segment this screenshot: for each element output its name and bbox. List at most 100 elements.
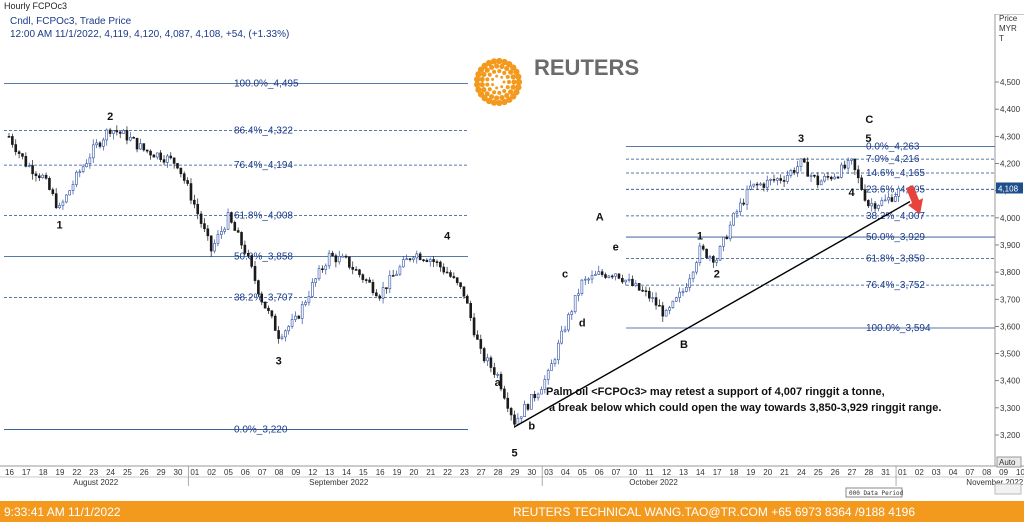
candle-body [132, 137, 135, 139]
x-tick-label: 29 [511, 468, 520, 477]
annotation-line2: a break below which could open the way t… [549, 402, 941, 414]
fib-left-level-label: 38.2%_3,707 [234, 292, 293, 303]
auto-scale-button[interactable] [996, 456, 1022, 468]
candle-body [246, 252, 250, 257]
candle-body [139, 143, 142, 150]
candle-body [732, 212, 735, 226]
candle-body [779, 178, 783, 181]
candle-body [391, 275, 395, 277]
x-tick-label: 13 [679, 468, 688, 477]
candle-body [203, 223, 206, 230]
candle-body [439, 261, 442, 268]
candle-body [213, 242, 216, 252]
logo-dot [513, 68, 520, 76]
fib-right-level-label: 23.6%_4,105 [866, 184, 925, 195]
candle-body [718, 246, 722, 261]
candle-body [664, 309, 668, 317]
scroll-corner[interactable] [994, 483, 1022, 495]
x-tick-label: 01 [898, 468, 907, 477]
fib-left-group: 100.0%_4,495 86.4%_4,322 76.4%_4,194 61.8%_… [4, 78, 468, 436]
y-tick-label: 4,400 [1000, 105, 1021, 114]
candle-body [499, 373, 503, 390]
wave-label: c [562, 269, 568, 281]
fib-right-level-label: 7.0%_4,216 [866, 154, 920, 165]
logo-dot [500, 75, 504, 79]
candle-body [102, 139, 105, 147]
down-arrow-icon [906, 185, 924, 215]
candle-body [715, 259, 719, 263]
chart-canvas[interactable]: 100.0%_4,495 86.4%_4,322 76.4%_4,194 61.8%_… [0, 14, 1024, 501]
candle-body [688, 278, 692, 288]
candle-body [762, 183, 766, 188]
candle-body [725, 236, 729, 240]
x-tick-label: 25 [814, 468, 823, 477]
plot-area[interactable] [0, 14, 995, 466]
candle-body [405, 258, 408, 261]
candle-body [742, 202, 745, 205]
candle-body [24, 156, 28, 167]
candle-body [543, 379, 547, 390]
logo-dot [495, 74, 499, 78]
wave-label: 1 [697, 231, 703, 243]
candle-body [61, 201, 65, 206]
footer-contact: REUTERS TECHNICAL WANG.TAO@TR.COM +65 69… [513, 505, 915, 519]
candle-body [594, 274, 597, 276]
candle-body [782, 180, 786, 182]
x-tick-label: 09 [999, 468, 1008, 477]
candle-body [476, 334, 479, 340]
logo-dot [499, 63, 505, 70]
candle-body [701, 245, 705, 250]
logo-dot [485, 59, 493, 67]
candle-body [755, 183, 759, 186]
x-tick-label: 26 [140, 468, 149, 477]
candle-body [708, 256, 712, 259]
candle-body [324, 265, 328, 270]
candle-body [651, 297, 654, 299]
candle-body [695, 262, 698, 273]
candle-body [88, 157, 92, 164]
candle-body [789, 170, 793, 176]
candle-body [105, 129, 109, 141]
candle-body [135, 137, 139, 150]
candle-body [48, 178, 51, 190]
candle-body [341, 255, 344, 258]
candle-body [816, 175, 820, 186]
last-price-badge [996, 182, 1023, 194]
candle-body [236, 230, 240, 233]
candle-body [691, 271, 695, 280]
x-tick-label: 25 [123, 468, 132, 477]
wave-label: 2 [714, 269, 720, 281]
x-tick-label: 03 [932, 468, 941, 477]
candle-body [412, 257, 415, 260]
candle-body [401, 259, 405, 268]
candle-body [577, 293, 580, 296]
candle-body [7, 136, 11, 138]
candle-body [172, 157, 176, 164]
candle-body [455, 277, 459, 283]
y-tick-label: 3,800 [1000, 268, 1021, 277]
logo-dot [505, 85, 510, 90]
candle-body [685, 287, 688, 292]
y-tick-label: 4,300 [1000, 132, 1021, 141]
candle-body [786, 175, 789, 182]
x-tick-label: 13 [325, 468, 334, 477]
candle-body [796, 166, 799, 173]
y-tick-label: 4,200 [1000, 160, 1021, 169]
candle-body [199, 213, 203, 224]
candle-body [381, 287, 385, 299]
logo-dot [479, 82, 485, 88]
x-tick-label: 20 [763, 468, 772, 477]
x-month-label: August 2022 [73, 478, 118, 487]
wave-label: 5 [512, 448, 518, 460]
candle-body [230, 212, 233, 223]
x-tick-label: 02 [207, 468, 216, 477]
candle-body [890, 197, 894, 202]
x-tick-label: 07 [258, 468, 267, 477]
candle-body [358, 269, 361, 275]
candle-body [310, 282, 314, 297]
candle-body [361, 274, 365, 280]
x-tick-label: 24 [106, 468, 115, 477]
candle-body [809, 174, 813, 177]
candle-body [509, 408, 513, 416]
y-tick-label: 3,500 [1000, 350, 1021, 359]
